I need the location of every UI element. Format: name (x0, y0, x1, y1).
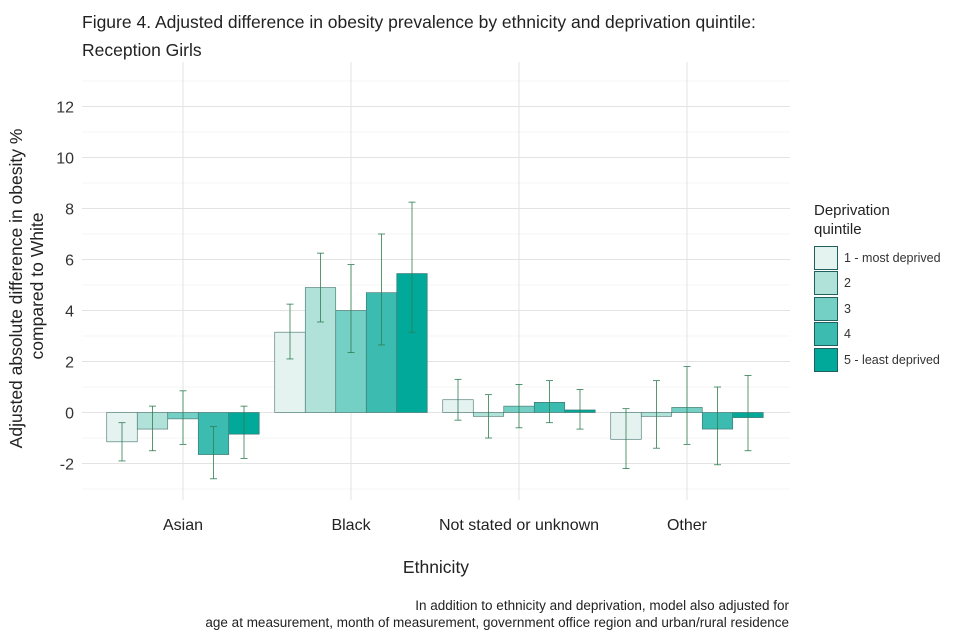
caption-line-2: age at measurement, month of measurement… (205, 614, 789, 630)
legend-label-quintile-4: 4 (844, 327, 851, 342)
y-tick-label: 8 (65, 202, 74, 219)
legend-title-line-2: quintile (814, 221, 862, 238)
bars (106, 273, 764, 455)
legend-label-quintile-3: 3 (844, 301, 851, 316)
legend-label-quintile-2: 2 (844, 276, 851, 291)
x-tick-label: Other (667, 517, 708, 534)
x-axis-ticks: Asian Black Not stated or unknown Other (163, 517, 708, 534)
x-axis-title: Ethnicity (403, 557, 469, 577)
y-tick-label: 4 (65, 304, 74, 321)
legend-swatch-quintile-1 (814, 245, 838, 270)
legend-swatch-quintile-2 (814, 271, 838, 296)
error-bars (118, 201, 752, 480)
legend-title: Deprivation quintile (814, 201, 924, 239)
legend-item-quintile-1: 1 - most deprived (814, 245, 941, 271)
x-tick-label: Asian (163, 517, 203, 534)
y-axis-title: Adjusted absolute difference in obesity … (6, 124, 47, 449)
legend-swatch-quintile-3 (814, 296, 838, 321)
legend-item-quintile-5: 5 - least deprived (814, 347, 941, 373)
chart-title: Figure 4. Adjusted difference in obesity… (82, 8, 756, 64)
chart-title-line-1: Figure 4. Adjusted difference in obesity… (82, 12, 756, 32)
legend-label-quintile-1: 1 - most deprived (844, 250, 941, 265)
legend: Deprivation quintile 1 - most deprived 2… (814, 201, 941, 373)
chart-title-line-2: Reception Girls (82, 40, 202, 60)
x-tick-label: Black (331, 517, 371, 534)
y-tick-label: 2 (65, 355, 74, 372)
y-tick-label: 12 (56, 100, 74, 117)
caption-line-1: In addition to ethnicity and deprivation… (415, 598, 789, 613)
x-tick-label: Not stated or unknown (439, 517, 599, 534)
chart-caption: In addition to ethnicity and deprivation… (205, 598, 789, 631)
y-tick-label: 6 (65, 253, 74, 270)
legend-title-line-1: Deprivation (814, 202, 890, 219)
legend-swatch-quintile-5 (814, 347, 838, 372)
y-tick-label: 0 (65, 406, 74, 423)
y-axis-ticks: -2 0 2 4 6 8 10 12 (56, 100, 74, 474)
y-tick-label: -2 (60, 457, 74, 474)
y-axis-title-line-2: compared to White (27, 213, 47, 360)
y-tick-label: 10 (56, 151, 74, 168)
gridlines (82, 62, 790, 500)
legend-swatch-quintile-4 (814, 322, 838, 347)
legend-label-quintile-5: 5 - least deprived (844, 352, 940, 367)
y-axis-title-line-1: Adjusted absolute difference in obesity … (6, 129, 26, 449)
legend-item-quintile-3: 3 (814, 296, 941, 322)
legend-item-quintile-4: 4 (814, 322, 941, 348)
legend-item-quintile-2: 2 (814, 271, 941, 297)
